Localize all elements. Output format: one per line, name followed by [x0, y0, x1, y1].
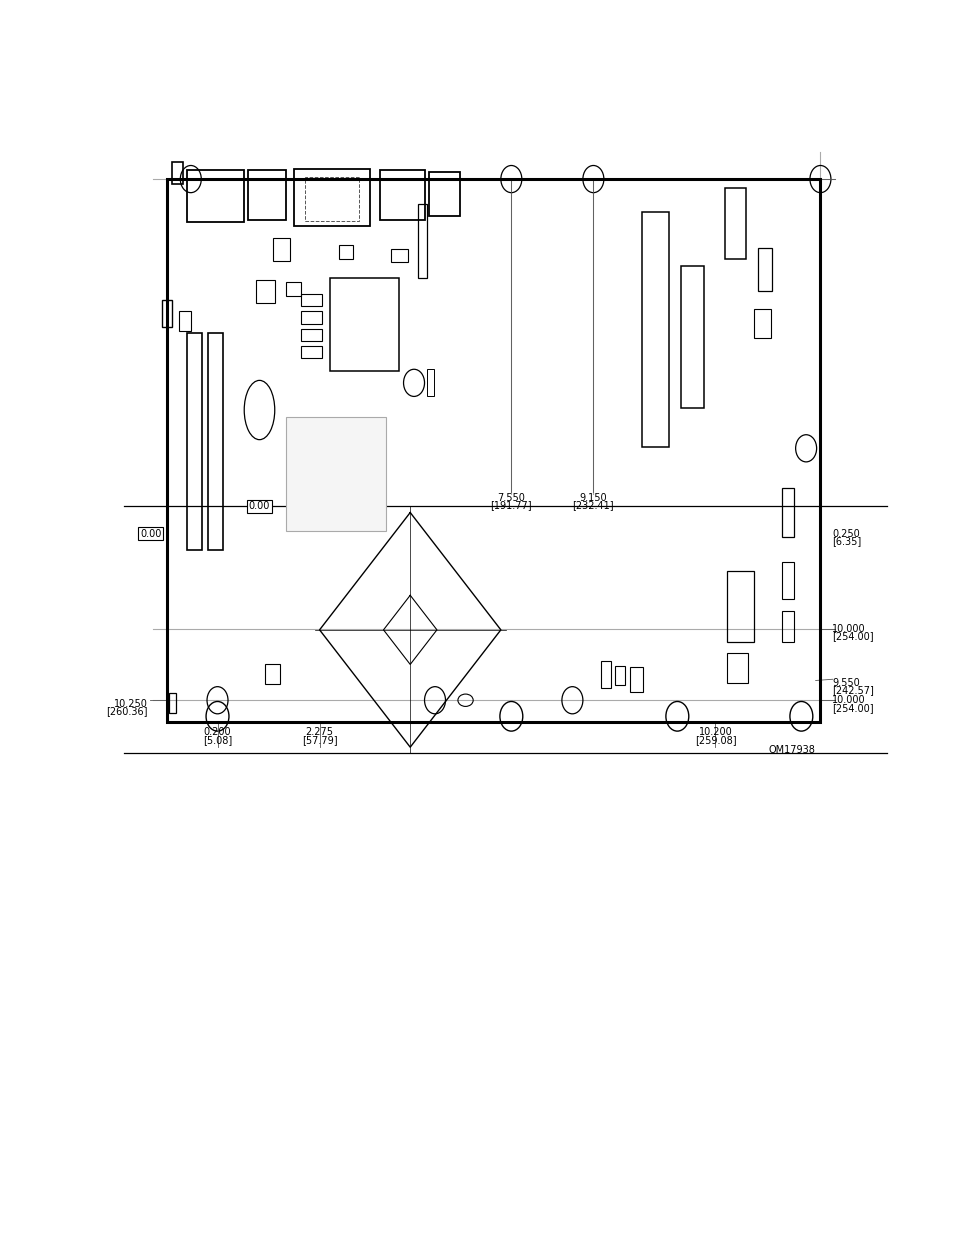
Bar	[429, 172, 459, 216]
Bar	[391, 249, 408, 262]
Text: 10.250: 10.250	[113, 699, 148, 709]
Bar	[726, 571, 753, 642]
Text: [6.35]: [6.35]	[831, 536, 861, 546]
Bar	[781, 488, 793, 537]
Text: [260.36]: [260.36]	[106, 706, 148, 716]
Bar	[301, 346, 322, 358]
Text: 9.550: 9.550	[831, 678, 859, 688]
Bar	[417, 204, 427, 278]
Text: 0.00: 0.00	[140, 529, 161, 538]
Bar	[600, 661, 610, 688]
Text: [254.00]: [254.00]	[831, 631, 873, 641]
Bar	[294, 169, 370, 226]
Text: [242.57]: [242.57]	[831, 685, 873, 695]
Bar	[330, 278, 398, 370]
Text: 7.550: 7.550	[497, 493, 525, 503]
Text: [232.41]: [232.41]	[572, 500, 614, 510]
Bar	[301, 311, 322, 324]
Bar	[641, 212, 668, 447]
Text: 10.000: 10.000	[831, 695, 864, 705]
Bar	[187, 170, 244, 222]
Text: OM17938: OM17938	[768, 745, 815, 755]
Bar	[301, 329, 322, 341]
Text: [259.08]: [259.08]	[694, 735, 736, 745]
Text: 10.200: 10.200	[698, 727, 732, 737]
Bar	[248, 170, 286, 220]
Bar	[615, 666, 624, 685]
Bar	[781, 611, 793, 642]
Bar	[379, 170, 425, 220]
Text: 0.00: 0.00	[249, 501, 270, 511]
Bar	[753, 309, 770, 338]
Text: 0.250: 0.250	[831, 529, 859, 538]
Bar	[305, 177, 358, 221]
Bar	[172, 162, 183, 184]
Bar	[338, 245, 353, 259]
Bar	[629, 667, 642, 692]
Bar	[169, 693, 176, 713]
Bar	[187, 333, 202, 550]
Text: [57.79]: [57.79]	[301, 735, 337, 745]
Bar	[726, 653, 747, 683]
Text: 0.200: 0.200	[204, 727, 231, 737]
Text: [191.77]: [191.77]	[490, 500, 532, 510]
Bar	[758, 248, 771, 291]
Bar	[167, 179, 820, 722]
Bar	[273, 238, 290, 261]
Bar	[286, 417, 386, 531]
Text: [5.08]: [5.08]	[203, 735, 232, 745]
Bar	[265, 664, 280, 684]
Bar	[680, 266, 703, 408]
Bar	[179, 311, 191, 331]
Bar	[255, 280, 274, 303]
Bar	[286, 282, 300, 296]
Bar	[724, 188, 745, 259]
Text: 9.150: 9.150	[579, 493, 606, 503]
Text: [254.00]: [254.00]	[831, 703, 873, 713]
Text: 2.275: 2.275	[305, 727, 334, 737]
Bar	[781, 562, 793, 599]
Bar	[301, 294, 322, 306]
Bar	[208, 333, 223, 550]
Bar	[427, 369, 434, 396]
Text: 10.000: 10.000	[831, 624, 864, 634]
Bar	[162, 300, 172, 327]
